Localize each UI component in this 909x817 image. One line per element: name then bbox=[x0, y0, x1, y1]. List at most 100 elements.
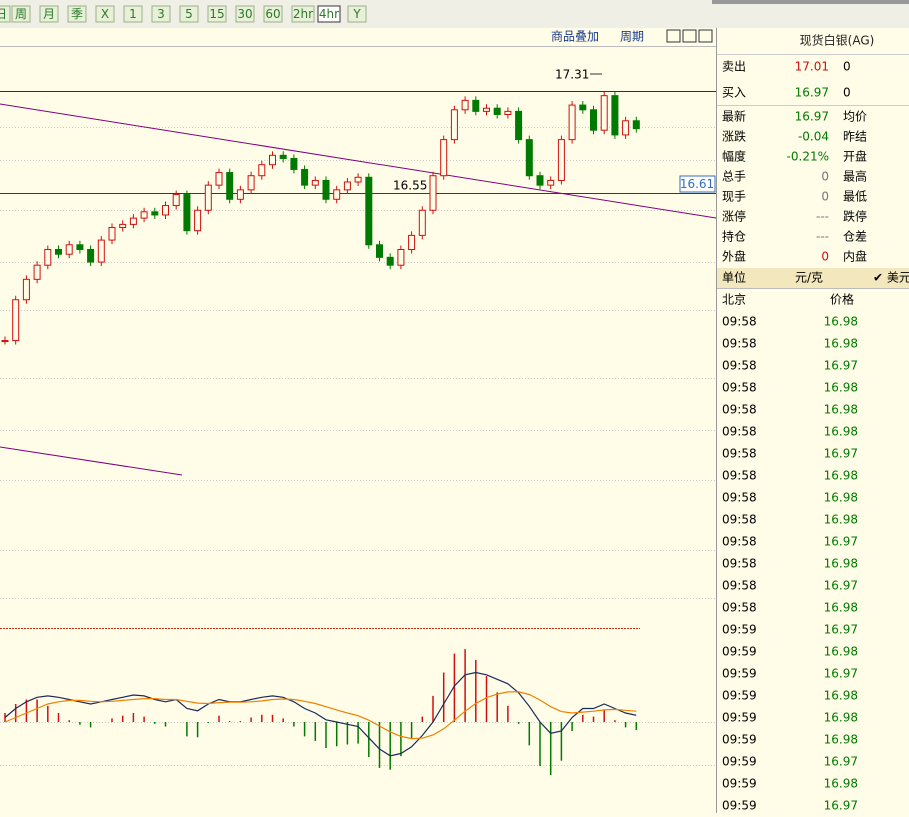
tick-price: 16.97 bbox=[824, 667, 858, 681]
unit-value: 元/克 bbox=[795, 271, 823, 285]
candle bbox=[215, 172, 223, 186]
candle bbox=[55, 249, 62, 255]
tick-time: 09:58 bbox=[722, 425, 757, 439]
candle bbox=[611, 95, 619, 136]
tick-time: 09:58 bbox=[722, 315, 757, 329]
tick-price: 16.98 bbox=[824, 777, 858, 791]
quote-label: 持仓 bbox=[722, 229, 746, 244]
tick-time: 09:59 bbox=[722, 711, 757, 725]
quote-value: --- bbox=[816, 230, 829, 244]
tick-time: 09:58 bbox=[722, 601, 757, 615]
candle bbox=[140, 211, 148, 219]
tool-button-label[interactable]: 日 bbox=[0, 7, 7, 21]
candle bbox=[1, 340, 9, 343]
tick-price: 16.98 bbox=[824, 733, 858, 747]
macd-dea bbox=[4, 691, 637, 740]
tool-button[interactable] bbox=[263, 5, 283, 23]
quote-label: 涨跌 bbox=[722, 129, 746, 144]
tool-button[interactable] bbox=[67, 5, 87, 23]
tick-price: 16.98 bbox=[824, 315, 858, 329]
quote-label: 昨结 bbox=[843, 130, 867, 144]
candle bbox=[568, 104, 576, 141]
tick-price: 16.97 bbox=[824, 535, 858, 549]
tick-price: 16.98 bbox=[824, 711, 858, 725]
candle bbox=[536, 175, 544, 186]
tool-button[interactable] bbox=[123, 5, 143, 23]
quote-price: 17.01 bbox=[795, 60, 829, 74]
quote-label: 仓差 bbox=[843, 230, 867, 244]
candle bbox=[12, 299, 20, 342]
tool-button[interactable] bbox=[151, 5, 171, 23]
tool-button[interactable] bbox=[95, 5, 115, 23]
tick-time: 09:58 bbox=[722, 447, 757, 461]
tool-button[interactable] bbox=[235, 5, 255, 23]
tool-button-label[interactable]: 周 bbox=[15, 7, 27, 21]
quote-label: 卖出 bbox=[722, 60, 746, 74]
tick-price: 16.98 bbox=[824, 645, 858, 659]
candle bbox=[450, 109, 458, 141]
candle bbox=[65, 244, 73, 255]
macd-dif bbox=[4, 671, 637, 757]
tool-button-label[interactable]: 30 bbox=[237, 7, 252, 21]
tool-button[interactable] bbox=[39, 5, 59, 23]
candle bbox=[440, 139, 448, 177]
tool-button[interactable] bbox=[207, 5, 227, 23]
candle bbox=[322, 179, 330, 200]
tick-price: 16.97 bbox=[824, 755, 858, 769]
tool-button[interactable] bbox=[347, 5, 367, 23]
candle bbox=[483, 107, 490, 112]
tool-button[interactable] bbox=[179, 5, 199, 23]
tool-button[interactable] bbox=[0, 5, 11, 23]
candle bbox=[183, 194, 191, 232]
tool-button-label[interactable]: 15 bbox=[209, 7, 224, 21]
candle bbox=[354, 176, 362, 183]
candle bbox=[194, 209, 202, 232]
candle bbox=[172, 194, 180, 207]
tick-time: 09:59 bbox=[722, 667, 757, 681]
tick-price: 16.97 bbox=[824, 579, 858, 593]
trend-line bbox=[0, 446, 183, 476]
candle bbox=[343, 181, 351, 191]
candle bbox=[386, 256, 394, 266]
link[interactable]: 商品叠加 bbox=[551, 29, 599, 44]
tool-button-label[interactable]: 3 bbox=[157, 7, 165, 21]
tool-button-label[interactable]: 月 bbox=[43, 7, 55, 21]
tool-button[interactable] bbox=[11, 5, 31, 23]
candle bbox=[365, 176, 373, 246]
candle bbox=[376, 244, 383, 258]
trend-line bbox=[0, 103, 717, 219]
candle bbox=[247, 175, 255, 191]
unit-option[interactable]: ✔ 美元 bbox=[873, 271, 909, 285]
candle bbox=[547, 179, 555, 186]
tool-button[interactable] bbox=[317, 5, 341, 23]
tool-button-label[interactable]: Y bbox=[352, 7, 361, 21]
tool-button-label[interactable]: 2hr bbox=[293, 7, 313, 21]
candle bbox=[429, 175, 437, 211]
tick-price: 16.97 bbox=[824, 447, 858, 461]
candle bbox=[333, 189, 341, 200]
tool-button-label[interactable]: 季 bbox=[71, 7, 83, 21]
candle bbox=[44, 249, 52, 266]
level-label: 16.55 bbox=[393, 179, 427, 193]
tool-button[interactable] bbox=[291, 5, 315, 23]
candle bbox=[504, 110, 512, 116]
tool-button-label[interactable]: 5 bbox=[185, 7, 193, 21]
quote-value: 0 bbox=[821, 170, 829, 184]
nav-icons[interactable] bbox=[666, 29, 713, 43]
candle bbox=[579, 104, 587, 111]
candle bbox=[397, 249, 405, 266]
tool-button-label[interactable]: 4hr bbox=[319, 7, 339, 21]
quote-value: -0.04 bbox=[798, 130, 829, 144]
tool-button-label[interactable]: X bbox=[101, 7, 109, 21]
quote-value: 16.97 bbox=[795, 110, 829, 124]
tick-price: 16.98 bbox=[824, 557, 858, 571]
tick-time: 09:59 bbox=[722, 777, 757, 791]
candle bbox=[301, 168, 309, 186]
quote-value: --- bbox=[816, 210, 829, 224]
tool-button-label[interactable]: 60 bbox=[265, 7, 280, 21]
link[interactable]: 周期 bbox=[620, 30, 644, 44]
candle bbox=[204, 184, 212, 211]
tool-button-label[interactable]: 1 bbox=[129, 7, 137, 21]
tick-price: 16.98 bbox=[824, 403, 858, 417]
